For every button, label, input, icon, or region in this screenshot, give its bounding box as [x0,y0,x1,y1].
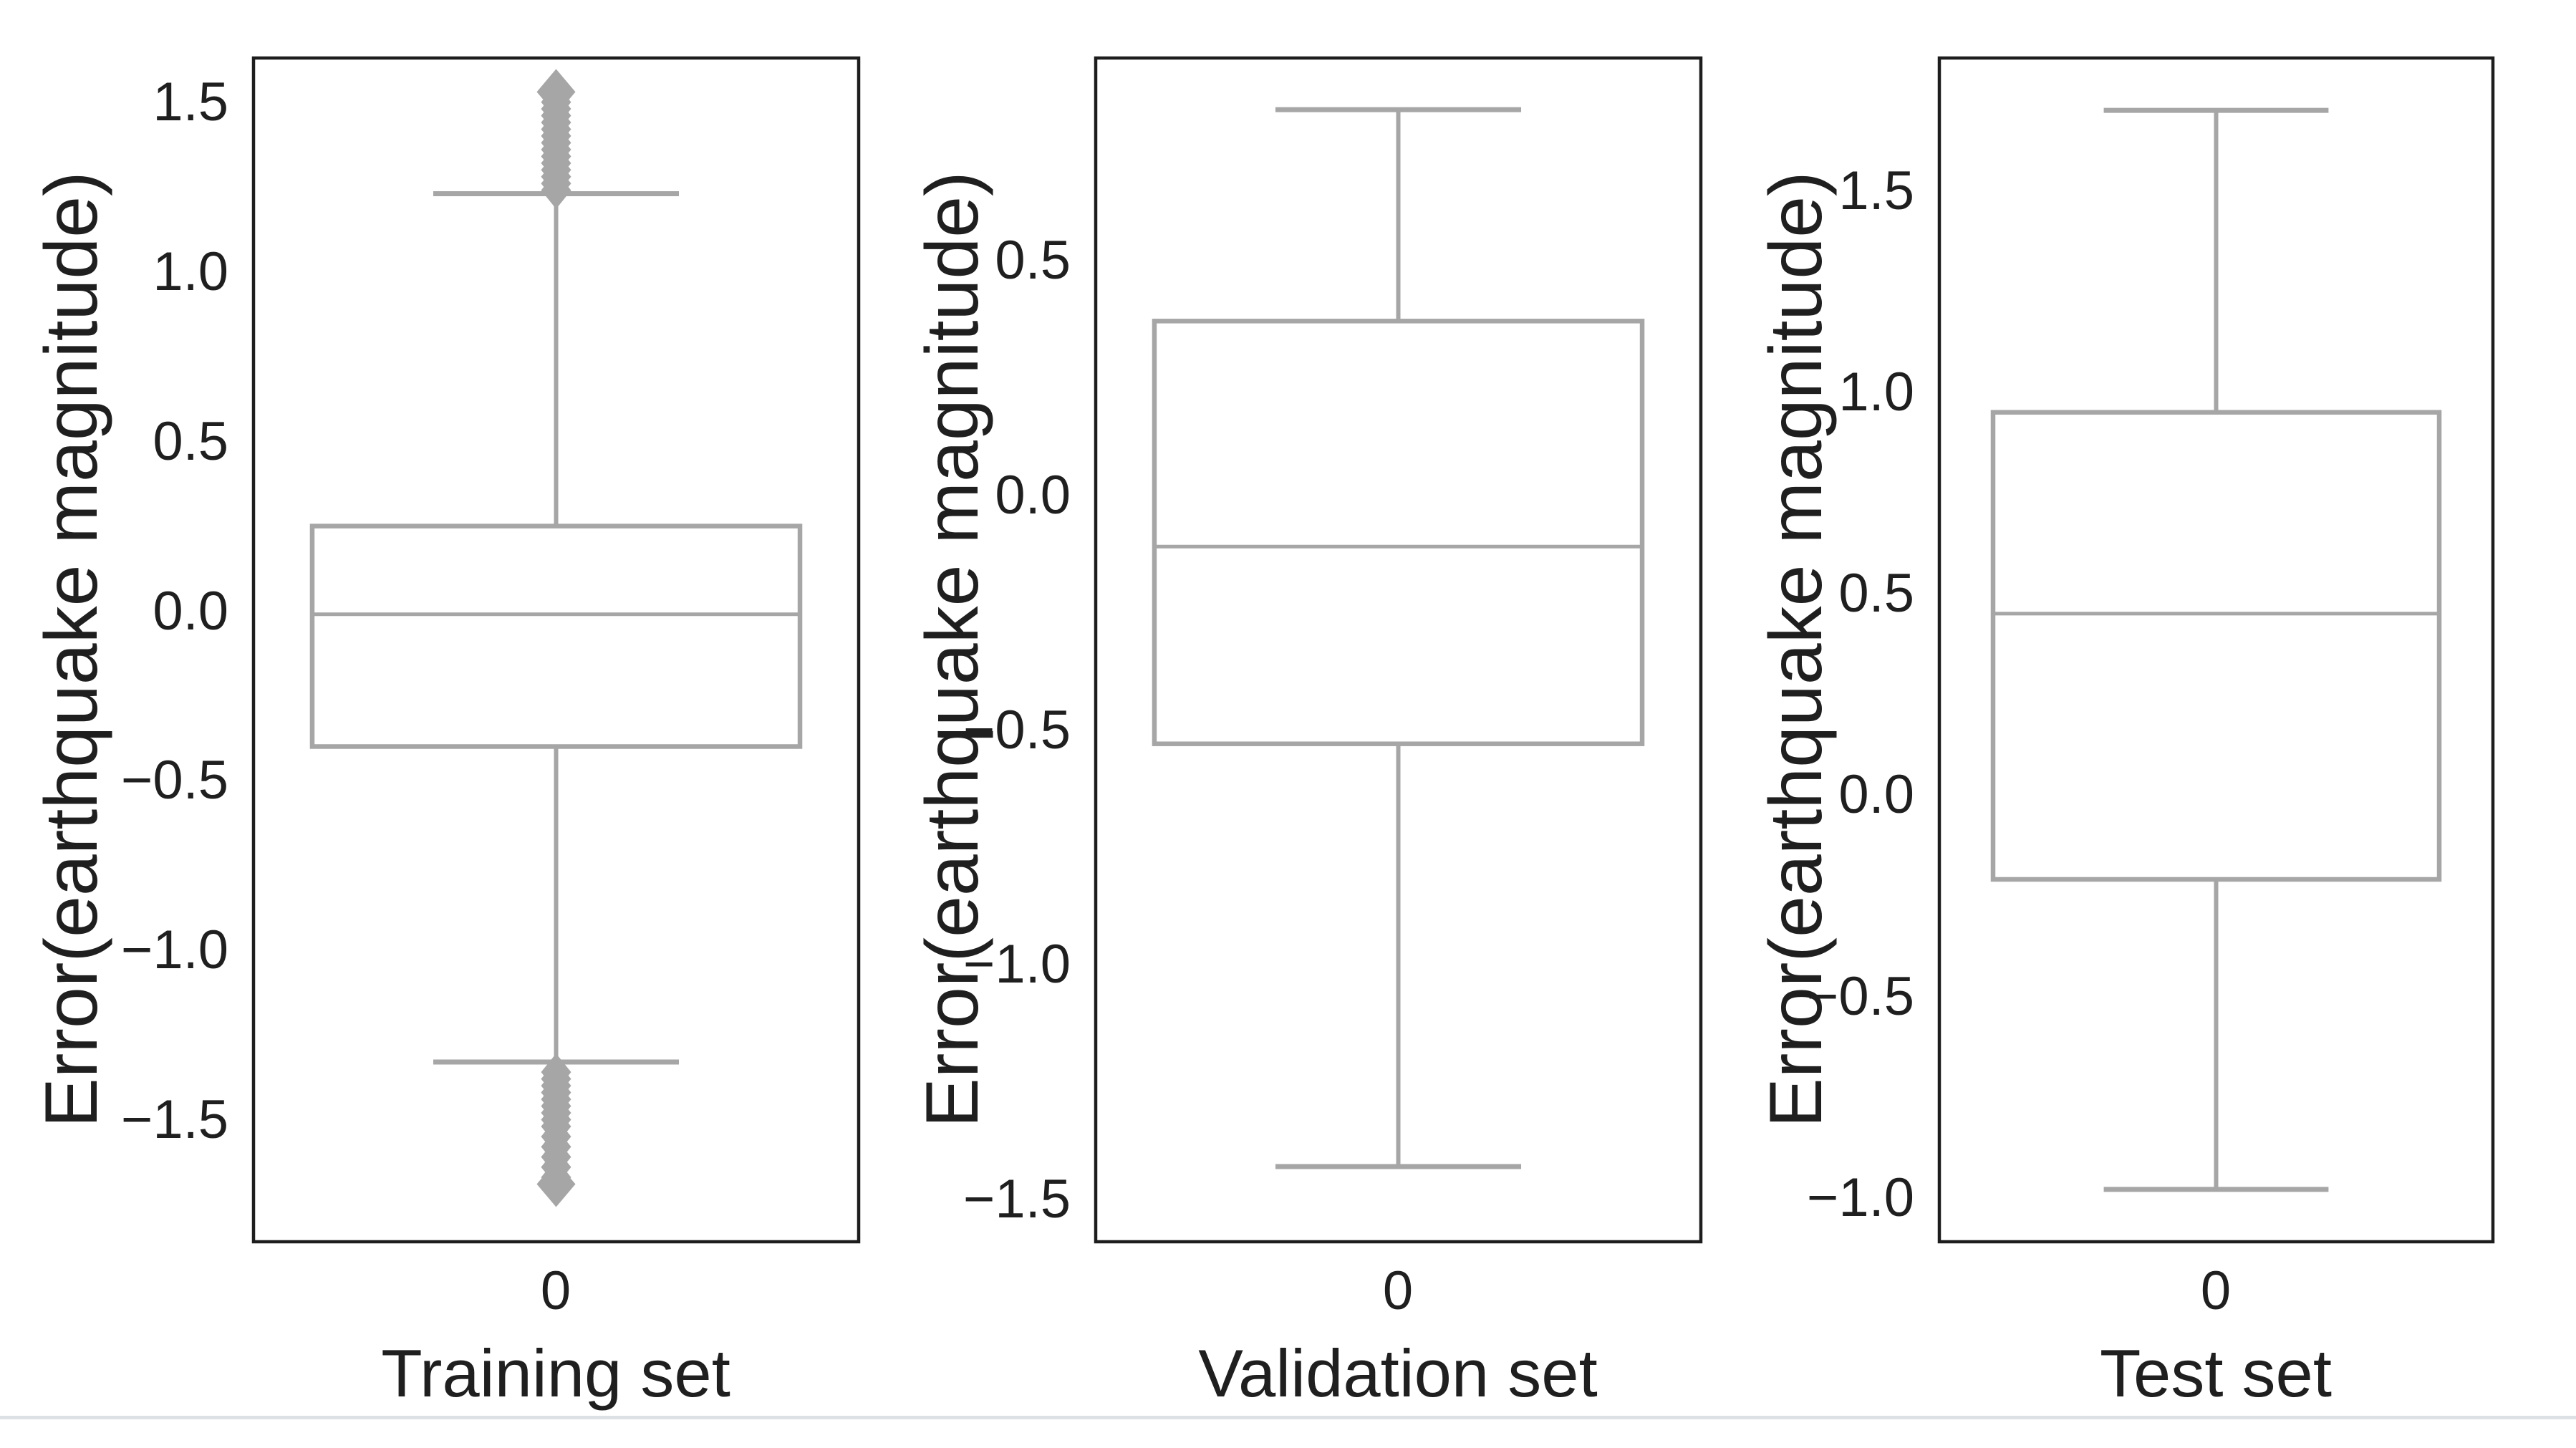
y-axis-label-validation-set: Error(earthquake magnitude) [910,171,994,1128]
x-axis-label-training-set: Training set [381,1336,730,1411]
y-tick-label-validation-set: −0.5 [963,699,1071,761]
y-tick-label-test-set: 0.5 [1838,563,1914,624]
iqr-box-test-set [1990,410,2442,882]
y-tick-label-validation-set: 0.5 [995,229,1071,291]
axes-frame-validation-set [1094,56,1703,1244]
y-tick-label-test-set: 1.0 [1838,362,1914,423]
y-tick-label-test-set: −0.5 [1806,965,1914,1027]
x-axis-label-test-set: Test set [2100,1336,2332,1411]
x-tick-label-test-set: 0 [2200,1260,2232,1321]
y-tick-label-test-set: −1.0 [1806,1167,1914,1228]
y-tick-label-training-set: 1.5 [153,72,228,133]
outlier-diamond-training-set [536,1161,576,1207]
y-tick-label-training-set: −1.5 [120,1089,228,1150]
axes-frame-training-set [251,56,861,1244]
y-tick-label-training-set: 0.0 [153,580,228,642]
y-tick-label-training-set: −1.0 [120,920,228,981]
iqr-box-training-set [309,523,803,749]
y-tick-label-test-set: 0.0 [1838,764,1914,826]
x-tick-label-training-set: 0 [540,1260,571,1321]
x-axis-label-validation-set: Validation set [1198,1336,1598,1411]
y-tick-label-training-set: 1.0 [153,241,228,302]
bottom-separator-line [0,1416,2576,1419]
y-tick-label-validation-set: 0.0 [995,464,1071,526]
y-tick-label-validation-set: −1.0 [963,934,1071,995]
iqr-box-validation-set [1152,319,1645,746]
axes-frame-test-set [1937,56,2495,1244]
y-tick-label-training-set: −0.5 [120,750,228,811]
x-tick-label-validation-set: 0 [1382,1260,1414,1321]
y-tick-label-validation-set: −1.5 [963,1169,1071,1230]
outlier-diamond-training-set [536,69,576,115]
y-tick-label-test-set: 1.5 [1838,160,1914,222]
y-tick-label-training-set: 0.5 [153,410,228,472]
